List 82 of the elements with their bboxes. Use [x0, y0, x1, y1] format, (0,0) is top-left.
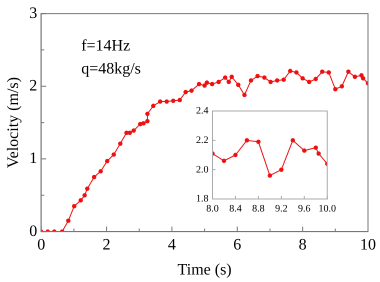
point — [236, 82, 240, 88]
point — [216, 80, 221, 84]
point — [316, 151, 321, 156]
point — [226, 80, 231, 84]
point — [314, 76, 318, 82]
point — [262, 75, 267, 80]
x-axis-title: Time (s) — [178, 262, 232, 279]
point — [346, 70, 351, 74]
y-tick-label: 2.0 — [196, 164, 208, 176]
point — [158, 99, 162, 104]
y-axis-title: Velocity (m/s) — [4, 77, 22, 168]
point — [314, 145, 318, 150]
point — [171, 98, 176, 103]
point — [248, 78, 254, 83]
point — [279, 167, 284, 172]
point — [255, 74, 260, 78]
point — [233, 152, 238, 158]
point — [281, 78, 286, 82]
point — [131, 128, 136, 133]
point — [302, 148, 306, 153]
point — [183, 90, 188, 94]
point — [105, 158, 110, 164]
point — [333, 86, 338, 92]
point — [320, 70, 324, 74]
point — [288, 68, 292, 74]
y-tick-label: 0 — [29, 222, 38, 240]
point — [340, 84, 344, 88]
point — [290, 138, 296, 143]
point — [360, 76, 366, 80]
point — [300, 76, 305, 80]
x-tick-label: 8.8 — [252, 204, 265, 215]
y-tick-label: 2.2 — [196, 134, 208, 146]
point — [294, 70, 299, 75]
y-tick-label: 3 — [29, 4, 38, 22]
x-tick-label: 8.0 — [206, 204, 219, 215]
point — [112, 152, 116, 157]
x-tick-label: 4 — [168, 236, 176, 254]
point — [326, 70, 331, 75]
point — [242, 92, 247, 98]
point — [78, 198, 83, 203]
point — [204, 80, 210, 85]
point — [222, 75, 228, 80]
y-tick-label: 2.4 — [196, 106, 208, 117]
point — [230, 74, 234, 80]
point — [85, 186, 90, 191]
point — [189, 88, 194, 93]
point — [145, 112, 150, 116]
point — [118, 141, 122, 146]
annotation: q=48kg/s — [81, 60, 141, 78]
point — [306, 80, 312, 84]
point — [178, 98, 182, 102]
point — [222, 158, 226, 164]
y-tick-label: 1 — [29, 150, 38, 168]
point — [352, 74, 358, 80]
point — [98, 169, 103, 174]
point — [128, 130, 132, 135]
point — [196, 82, 202, 86]
x-tick-label: 2 — [102, 236, 111, 254]
point — [66, 218, 71, 223]
point — [151, 104, 156, 108]
x-tick-label: 9.2 — [275, 204, 288, 215]
point — [82, 193, 87, 198]
y-tick-label: 2 — [29, 77, 38, 94]
point — [92, 174, 96, 180]
point — [145, 118, 150, 124]
y-tick-label: 1.8 — [196, 194, 208, 205]
point — [164, 99, 169, 104]
point — [268, 80, 273, 84]
x-tick-label: 10.0 — [318, 204, 336, 215]
x-tick-label: 9.6 — [298, 204, 311, 215]
annotation: f=14Hz — [81, 38, 130, 55]
point — [256, 140, 261, 144]
point — [268, 173, 272, 178]
point — [244, 138, 250, 143]
point — [72, 204, 76, 208]
point — [274, 78, 280, 83]
x-tick-label: 6 — [233, 236, 242, 254]
point — [210, 82, 214, 86]
x-tick-label: 8 — [298, 236, 307, 254]
point — [141, 121, 146, 126]
x-tick-label: 10 — [360, 236, 376, 254]
x-tick-label: 8.4 — [229, 204, 242, 215]
